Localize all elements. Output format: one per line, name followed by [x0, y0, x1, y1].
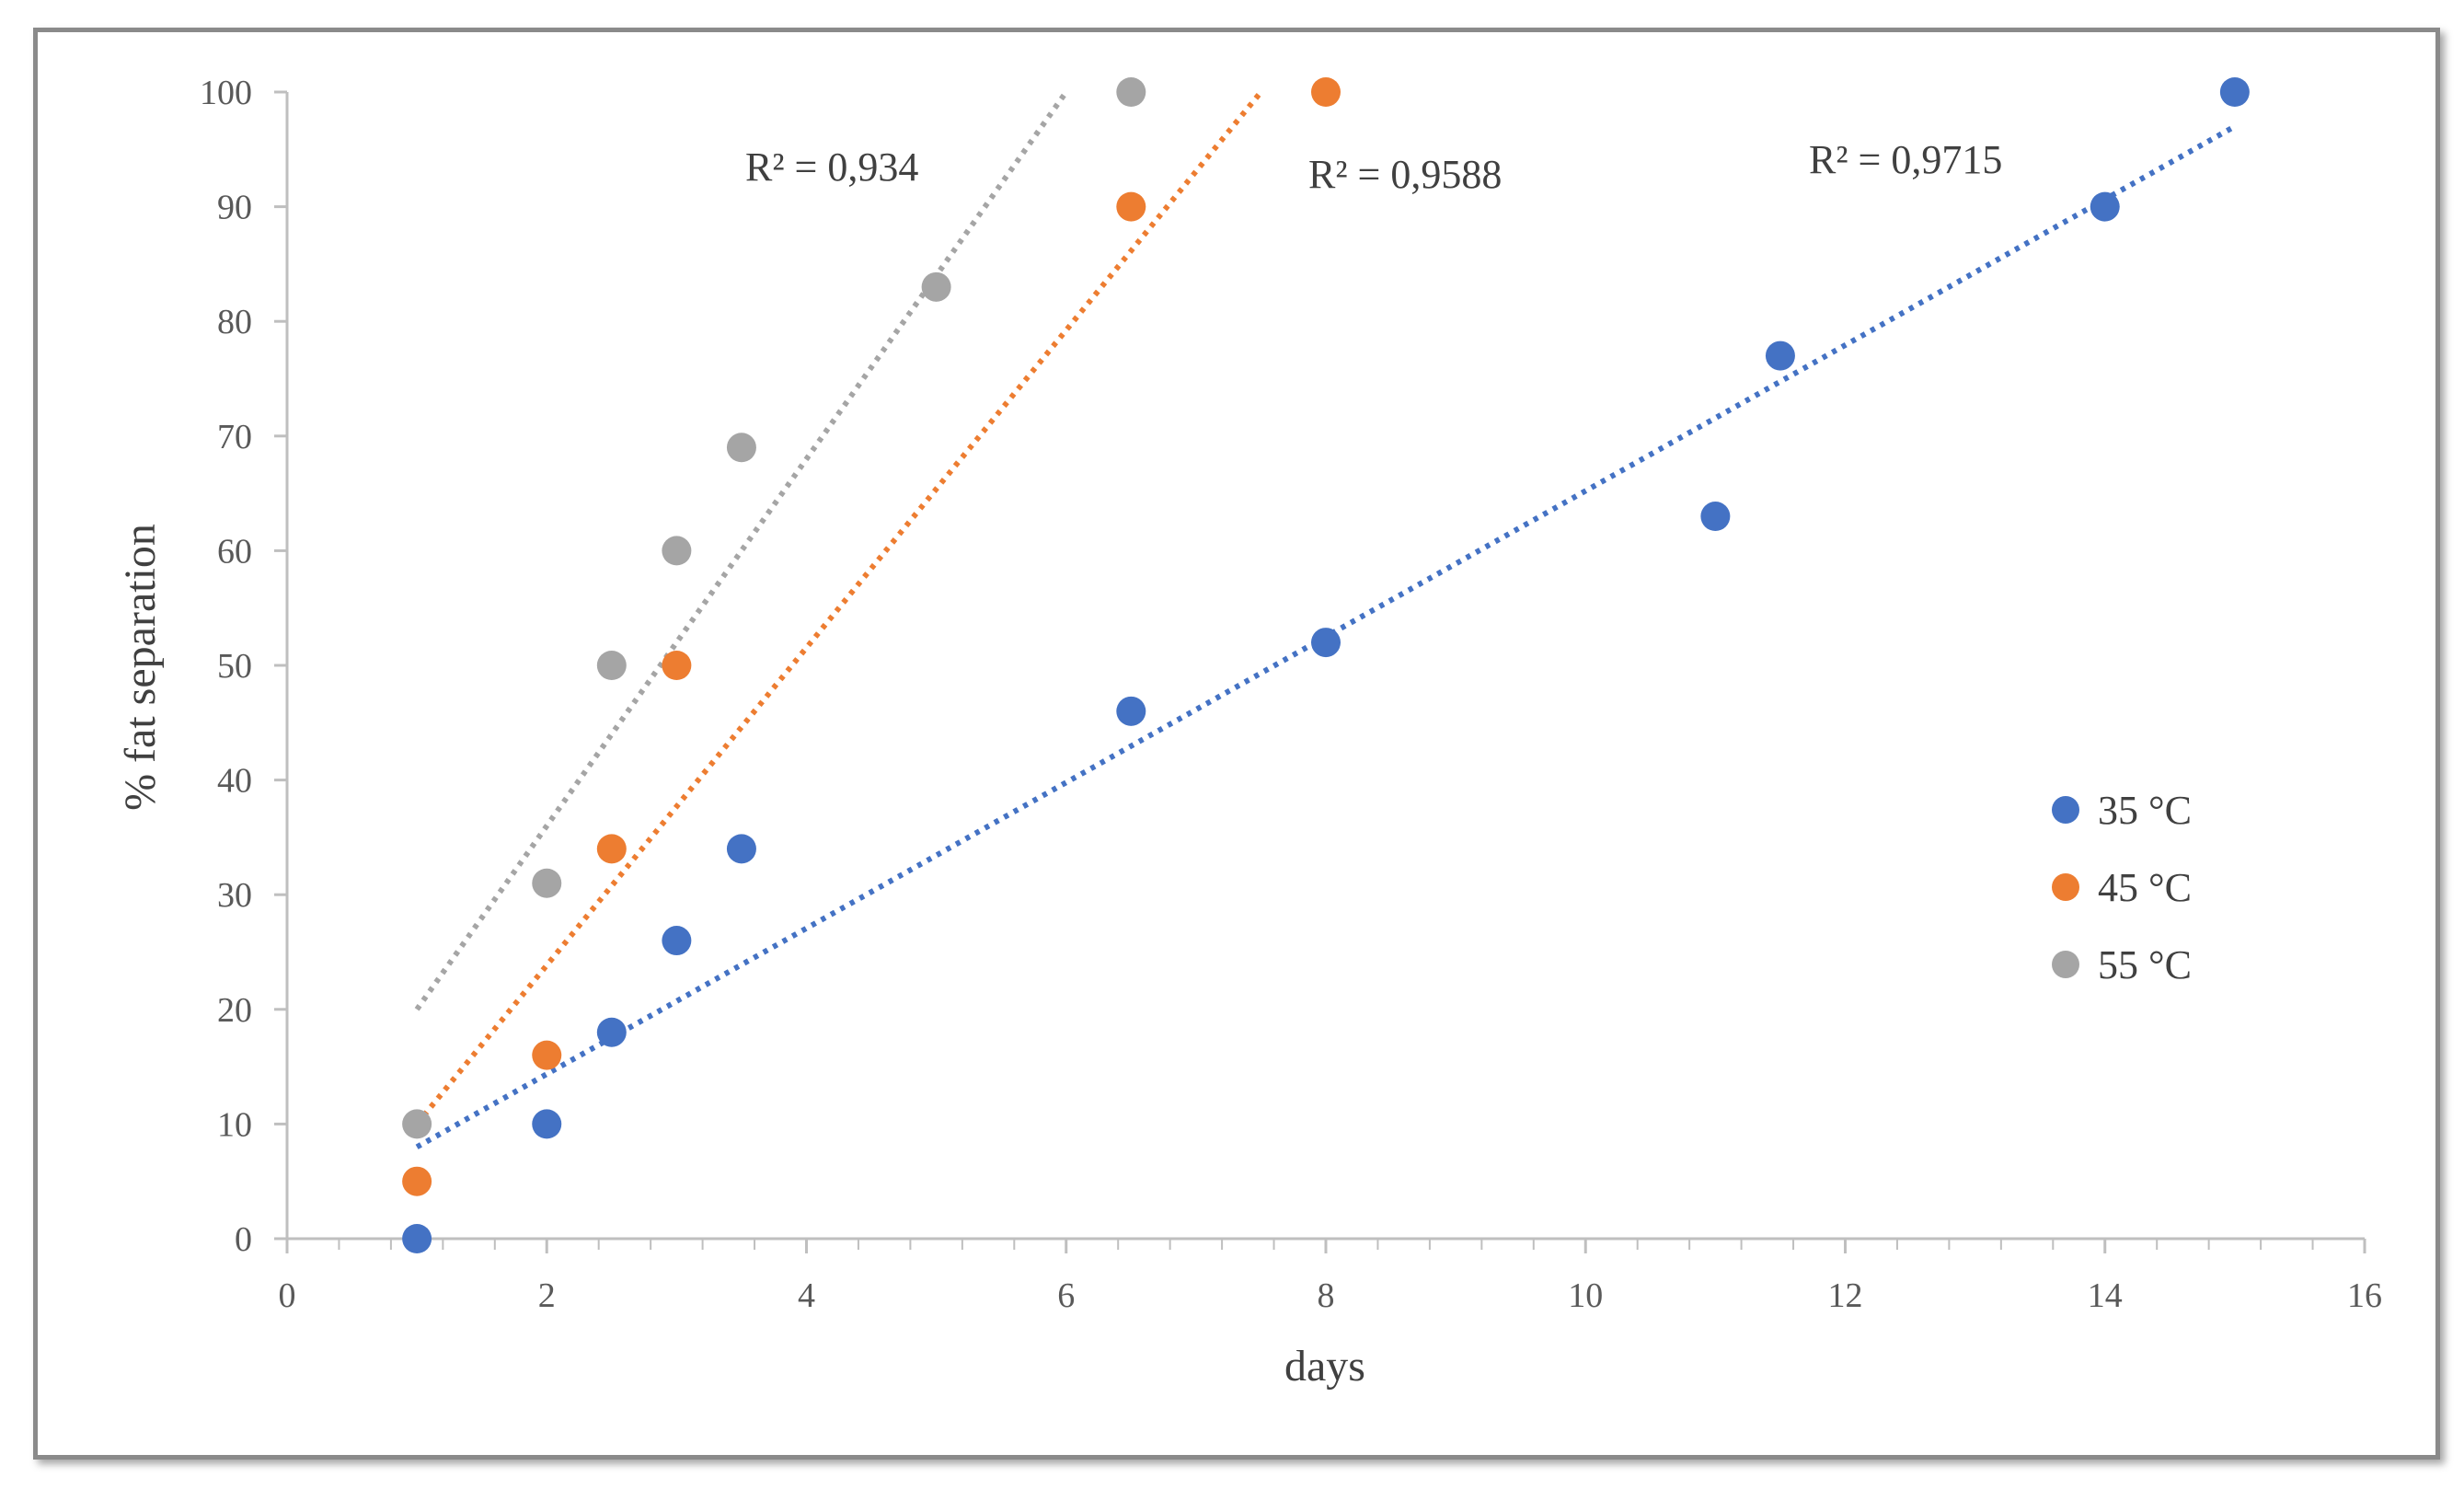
data-point [726, 834, 756, 864]
data-point [596, 651, 627, 680]
data-point [1311, 77, 1341, 107]
y-tick-label: 90 [217, 189, 252, 227]
data-points [402, 77, 2250, 1253]
data-point [596, 1017, 627, 1047]
y-tick-label: 70 [217, 418, 252, 456]
data-point [662, 536, 692, 566]
data-point [1311, 628, 1341, 658]
r-squared-annotations: R² = 0,9715 R² = 0,9588 R² = 0,934 [745, 137, 2002, 197]
data-point [662, 651, 692, 680]
data-point [1116, 77, 1146, 107]
r-squared-label: R² = 0,9588 [1308, 152, 1502, 197]
x-tick-label: 8 [1318, 1276, 1335, 1315]
y-tick-label: 50 [217, 647, 252, 686]
x-tick-label: 0 [279, 1276, 296, 1315]
data-point [1765, 341, 1795, 371]
data-point [1700, 502, 1731, 532]
y-tick-label: 100 [200, 74, 252, 112]
y-tick-label: 30 [217, 876, 252, 915]
x-tick-label: 2 [538, 1276, 556, 1315]
y-tick-label: 10 [217, 1105, 252, 1144]
chart-frame [33, 28, 2440, 1460]
legend-label: 35 °C [2098, 788, 2192, 833]
data-point [662, 926, 692, 956]
y-tick-label: 40 [217, 762, 252, 801]
r-squared-label: R² = 0,9715 [1809, 137, 2002, 182]
x-tick-label: 10 [1568, 1276, 1603, 1315]
x-tick-label: 14 [2088, 1276, 2123, 1315]
data-point [532, 1109, 562, 1139]
data-point [596, 834, 627, 864]
data-point [532, 868, 562, 898]
legend-marker [2052, 873, 2079, 901]
trendlines [414, 90, 2237, 1149]
y-tick-label: 60 [217, 532, 252, 571]
x-tick-label: 6 [1057, 1276, 1075, 1315]
legend-label: 45 °C [2098, 865, 2192, 910]
data-point [2219, 77, 2250, 107]
data-point [1116, 696, 1146, 726]
y-axis-title: % fat separation [116, 524, 165, 811]
data-point [921, 271, 951, 302]
x-tick-label: 16 [2347, 1276, 2382, 1315]
legend-marker [2052, 796, 2079, 824]
data-point [1116, 191, 1146, 222]
x-tick-label: 4 [798, 1276, 815, 1315]
legend-marker [2052, 951, 2079, 978]
legend: 35 °C 45 °C 55 °C [2052, 788, 2192, 987]
r-squared-label: R² = 0,934 [745, 144, 918, 190]
data-point [532, 1040, 562, 1070]
legend-label: 55 °C [2098, 942, 2192, 987]
data-point [726, 433, 756, 463]
x-axis-title: days [1284, 1342, 1365, 1391]
y-tick-label: 80 [217, 303, 252, 341]
x-tick-label: 12 [1828, 1276, 1863, 1315]
data-point [2090, 191, 2120, 222]
trendline [414, 90, 1069, 1011]
y-tick-label: 20 [217, 991, 252, 1030]
y-tick-label: 0 [235, 1220, 252, 1259]
data-point [402, 1109, 432, 1139]
axes: 0 10 20 30 40 50 60 70 80 90 100 0 2 4 6 8 10 12 14 16 [200, 74, 2382, 1315]
data-point [402, 1166, 432, 1196]
trendline [414, 90, 1263, 1126]
data-point [402, 1224, 432, 1253]
